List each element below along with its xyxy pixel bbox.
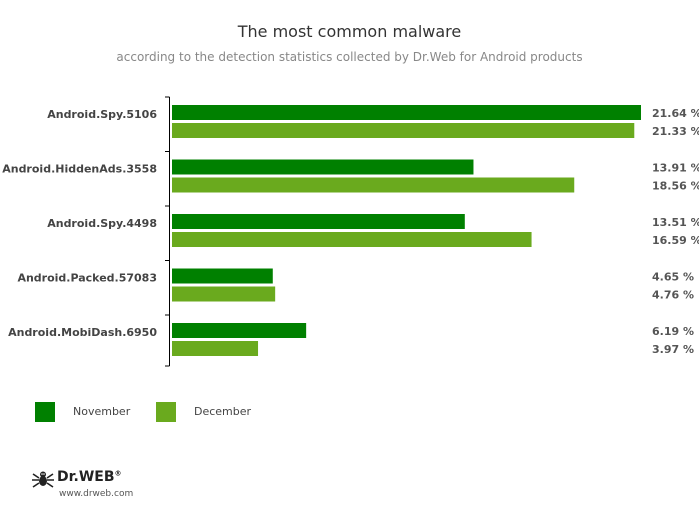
value-label-november: 21.64 % xyxy=(652,107,699,120)
spider-icon xyxy=(32,471,54,488)
registered-mark: ® xyxy=(114,469,122,478)
value-label-december: 18.56 % xyxy=(652,180,699,193)
bar-december-2 xyxy=(172,232,532,247)
value-label-november: 6.19 % xyxy=(652,325,694,338)
chart-title: The most common malware xyxy=(237,22,462,41)
bar-december-0 xyxy=(172,123,635,138)
bar-november-1 xyxy=(172,159,474,175)
value-label-december: 16.59 % xyxy=(652,234,699,247)
brand-name: Dr.WEB xyxy=(57,469,115,485)
value-label-november: 4.65 % xyxy=(652,271,694,284)
category-label: Android.Spy.4498 xyxy=(47,217,157,230)
category-label: Android.MobiDash.6950 xyxy=(8,326,157,339)
bar-november-0 xyxy=(172,105,641,120)
legend-label-december: December xyxy=(194,405,252,418)
value-label-december: 4.76 % xyxy=(652,289,694,302)
legend-swatch-december xyxy=(156,402,176,422)
bar-december-4 xyxy=(172,341,259,356)
value-label-november: 13.91 % xyxy=(652,162,699,175)
bar-december-3 xyxy=(172,286,276,302)
legend-label-november: November xyxy=(73,405,131,418)
value-label-december: 21.33 % xyxy=(652,125,699,138)
value-label-december: 3.97 % xyxy=(652,343,694,356)
bar-december-1 xyxy=(172,177,575,193)
category-label: Android.Spy.5106 xyxy=(47,108,157,121)
legend-swatch-november xyxy=(35,402,55,422)
brand-url: www.drweb.com xyxy=(59,489,134,499)
bar-november-4 xyxy=(172,323,307,338)
drweb-logo: Dr.WEB® www.drweb.com xyxy=(32,468,152,504)
category-label: Android.HiddenAds.3558 xyxy=(2,163,157,176)
value-label-november: 13.51 % xyxy=(652,216,699,229)
bar-november-2 xyxy=(172,214,465,229)
chart-subtitle: according to the detection statistics co… xyxy=(116,50,583,64)
bar-november-3 xyxy=(172,268,273,284)
category-label: Android.Packed.57083 xyxy=(17,272,157,285)
